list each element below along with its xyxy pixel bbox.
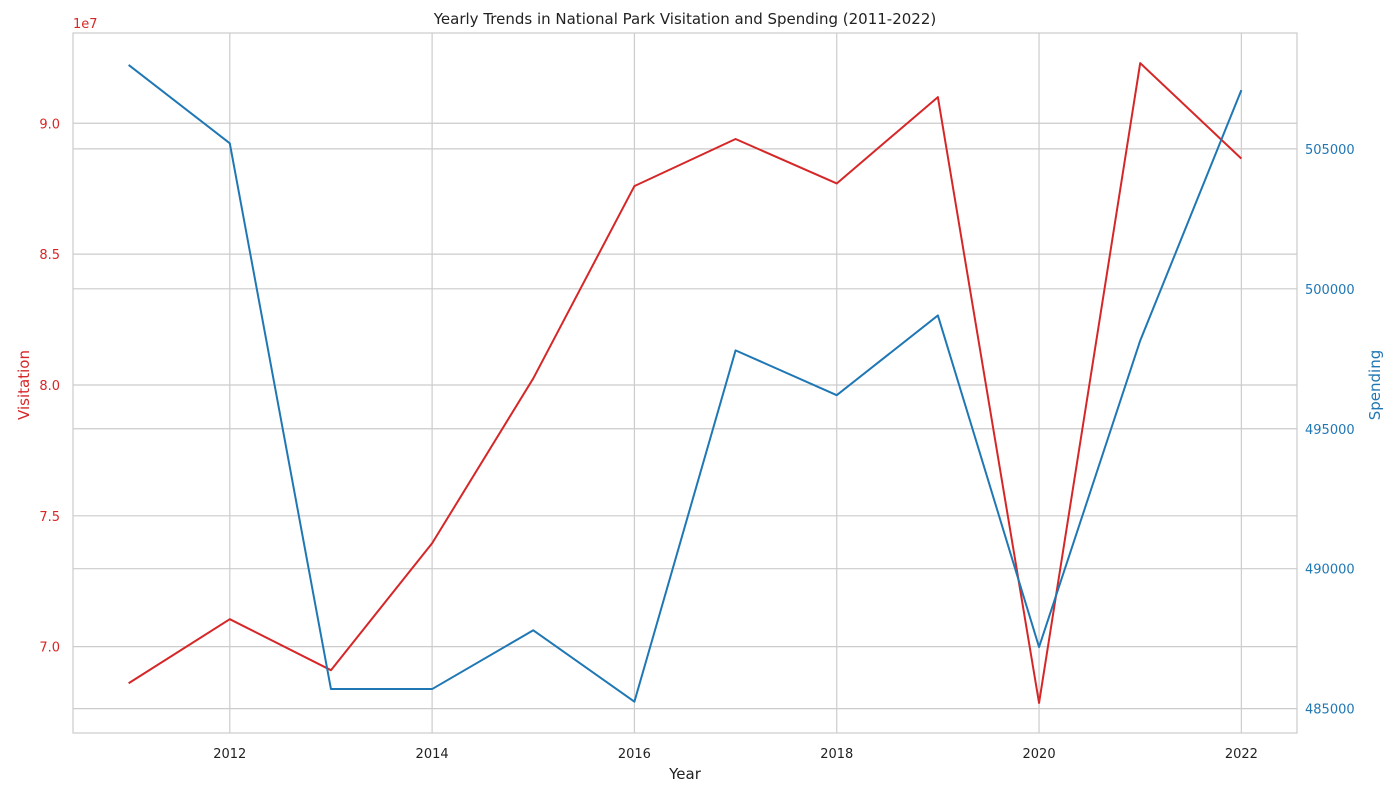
x-tick-label: 2020 bbox=[1023, 747, 1056, 762]
x-tick-label: 2016 bbox=[618, 747, 651, 762]
y-right-tick-label: 490000 bbox=[1305, 563, 1355, 578]
grid bbox=[73, 33, 1297, 733]
y-axis-left-offset-text: 1e7 bbox=[73, 17, 98, 32]
y-right-tick-label: 485000 bbox=[1305, 703, 1355, 718]
spending-line bbox=[128, 64, 1243, 703]
y-left-tick-label: 9.0 bbox=[39, 117, 60, 132]
chart-title: Yearly Trends in National Park Visitatio… bbox=[433, 10, 936, 28]
plot-border bbox=[72, 32, 1298, 734]
y-right-tick-label: 500000 bbox=[1305, 283, 1355, 298]
y-axis-right-label: Spending bbox=[1366, 350, 1384, 421]
y-left-tick-label: 8.0 bbox=[39, 379, 60, 394]
plot-lines bbox=[128, 62, 1243, 704]
axis-ticks: 2012 2014 2016 2018 2020 2022 7.0 7.5 8.0 8.5 9.0 4… bbox=[39, 117, 1354, 762]
x-tick-label: 2022 bbox=[1225, 747, 1258, 762]
y-left-tick-label: 7.5 bbox=[39, 510, 60, 525]
plot-frame bbox=[72, 32, 1298, 734]
x-tick-label: 2014 bbox=[416, 747, 449, 762]
y-axis-left-label: Visitation bbox=[15, 350, 33, 420]
y-left-tick-label: 8.5 bbox=[39, 248, 60, 263]
y-right-tick-label: 495000 bbox=[1305, 423, 1355, 438]
x-tick-label: 2012 bbox=[213, 747, 246, 762]
x-tick-label: 2018 bbox=[820, 747, 853, 762]
y-left-tick-label: 7.0 bbox=[39, 641, 60, 656]
y-right-tick-label: 505000 bbox=[1305, 143, 1355, 158]
x-axis-label: Year bbox=[668, 765, 702, 783]
